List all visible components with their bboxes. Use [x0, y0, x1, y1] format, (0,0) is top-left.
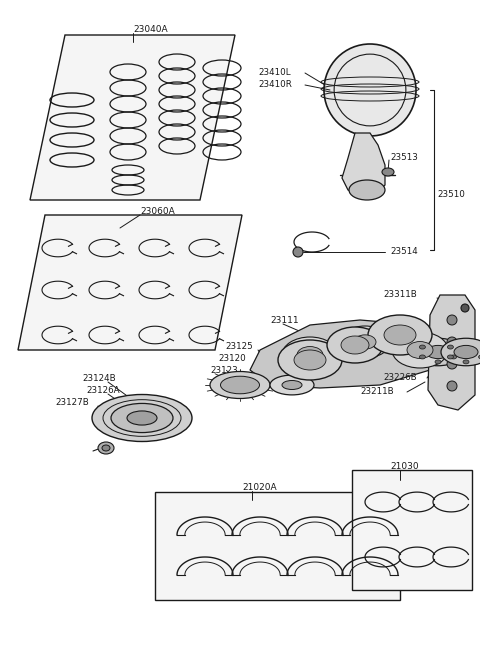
- Text: 23111: 23111: [270, 316, 299, 325]
- Text: 23120: 23120: [218, 354, 246, 363]
- Polygon shape: [352, 470, 472, 590]
- Ellipse shape: [479, 355, 480, 359]
- Ellipse shape: [441, 338, 480, 366]
- Ellipse shape: [340, 326, 390, 358]
- Ellipse shape: [220, 376, 260, 394]
- Ellipse shape: [463, 360, 469, 364]
- Polygon shape: [428, 295, 475, 410]
- Text: 21030: 21030: [390, 462, 419, 471]
- Text: 23124B: 23124B: [82, 374, 116, 383]
- Ellipse shape: [127, 411, 157, 425]
- Polygon shape: [18, 215, 242, 350]
- Ellipse shape: [447, 345, 454, 349]
- Text: 23040A: 23040A: [133, 25, 168, 34]
- Text: 23126A: 23126A: [86, 386, 120, 395]
- Ellipse shape: [461, 304, 469, 312]
- Text: 23125: 23125: [225, 342, 253, 351]
- Ellipse shape: [349, 180, 385, 200]
- Ellipse shape: [282, 380, 302, 390]
- Polygon shape: [250, 320, 440, 388]
- Text: 23060A: 23060A: [140, 207, 175, 216]
- Ellipse shape: [278, 340, 342, 380]
- Ellipse shape: [420, 355, 425, 359]
- Ellipse shape: [451, 355, 456, 359]
- Ellipse shape: [382, 168, 394, 176]
- Ellipse shape: [92, 394, 192, 442]
- Ellipse shape: [447, 315, 457, 325]
- Ellipse shape: [426, 346, 450, 359]
- Text: 23311B: 23311B: [383, 290, 417, 299]
- Ellipse shape: [210, 371, 270, 399]
- Text: 23410R: 23410R: [258, 80, 292, 89]
- Ellipse shape: [324, 44, 416, 136]
- Ellipse shape: [447, 337, 457, 347]
- Polygon shape: [155, 492, 400, 600]
- Text: 23127B: 23127B: [55, 398, 89, 407]
- Ellipse shape: [327, 327, 383, 363]
- Ellipse shape: [420, 345, 425, 349]
- Ellipse shape: [447, 381, 457, 391]
- Ellipse shape: [294, 350, 326, 370]
- Ellipse shape: [111, 403, 173, 432]
- Ellipse shape: [341, 336, 369, 354]
- Ellipse shape: [435, 360, 441, 364]
- Ellipse shape: [102, 445, 110, 451]
- Ellipse shape: [454, 346, 478, 359]
- Polygon shape: [30, 35, 235, 200]
- Text: 23226B: 23226B: [383, 373, 417, 382]
- Polygon shape: [342, 133, 385, 195]
- Text: 23514: 23514: [390, 247, 418, 256]
- Ellipse shape: [270, 375, 314, 395]
- Text: 23410L: 23410L: [258, 68, 290, 77]
- Text: 23123: 23123: [210, 366, 238, 375]
- Ellipse shape: [282, 337, 338, 373]
- Ellipse shape: [447, 359, 457, 369]
- Text: 21020A: 21020A: [242, 483, 276, 492]
- Ellipse shape: [407, 342, 433, 359]
- Text: 23510: 23510: [437, 190, 465, 199]
- Text: 23513: 23513: [390, 153, 418, 162]
- Ellipse shape: [297, 346, 323, 363]
- Ellipse shape: [368, 315, 432, 355]
- Ellipse shape: [384, 325, 416, 345]
- Ellipse shape: [98, 442, 114, 454]
- Ellipse shape: [413, 338, 463, 366]
- Text: 23211B: 23211B: [360, 387, 394, 396]
- Ellipse shape: [392, 332, 448, 368]
- Ellipse shape: [354, 335, 376, 349]
- Ellipse shape: [447, 355, 454, 359]
- Ellipse shape: [293, 247, 303, 257]
